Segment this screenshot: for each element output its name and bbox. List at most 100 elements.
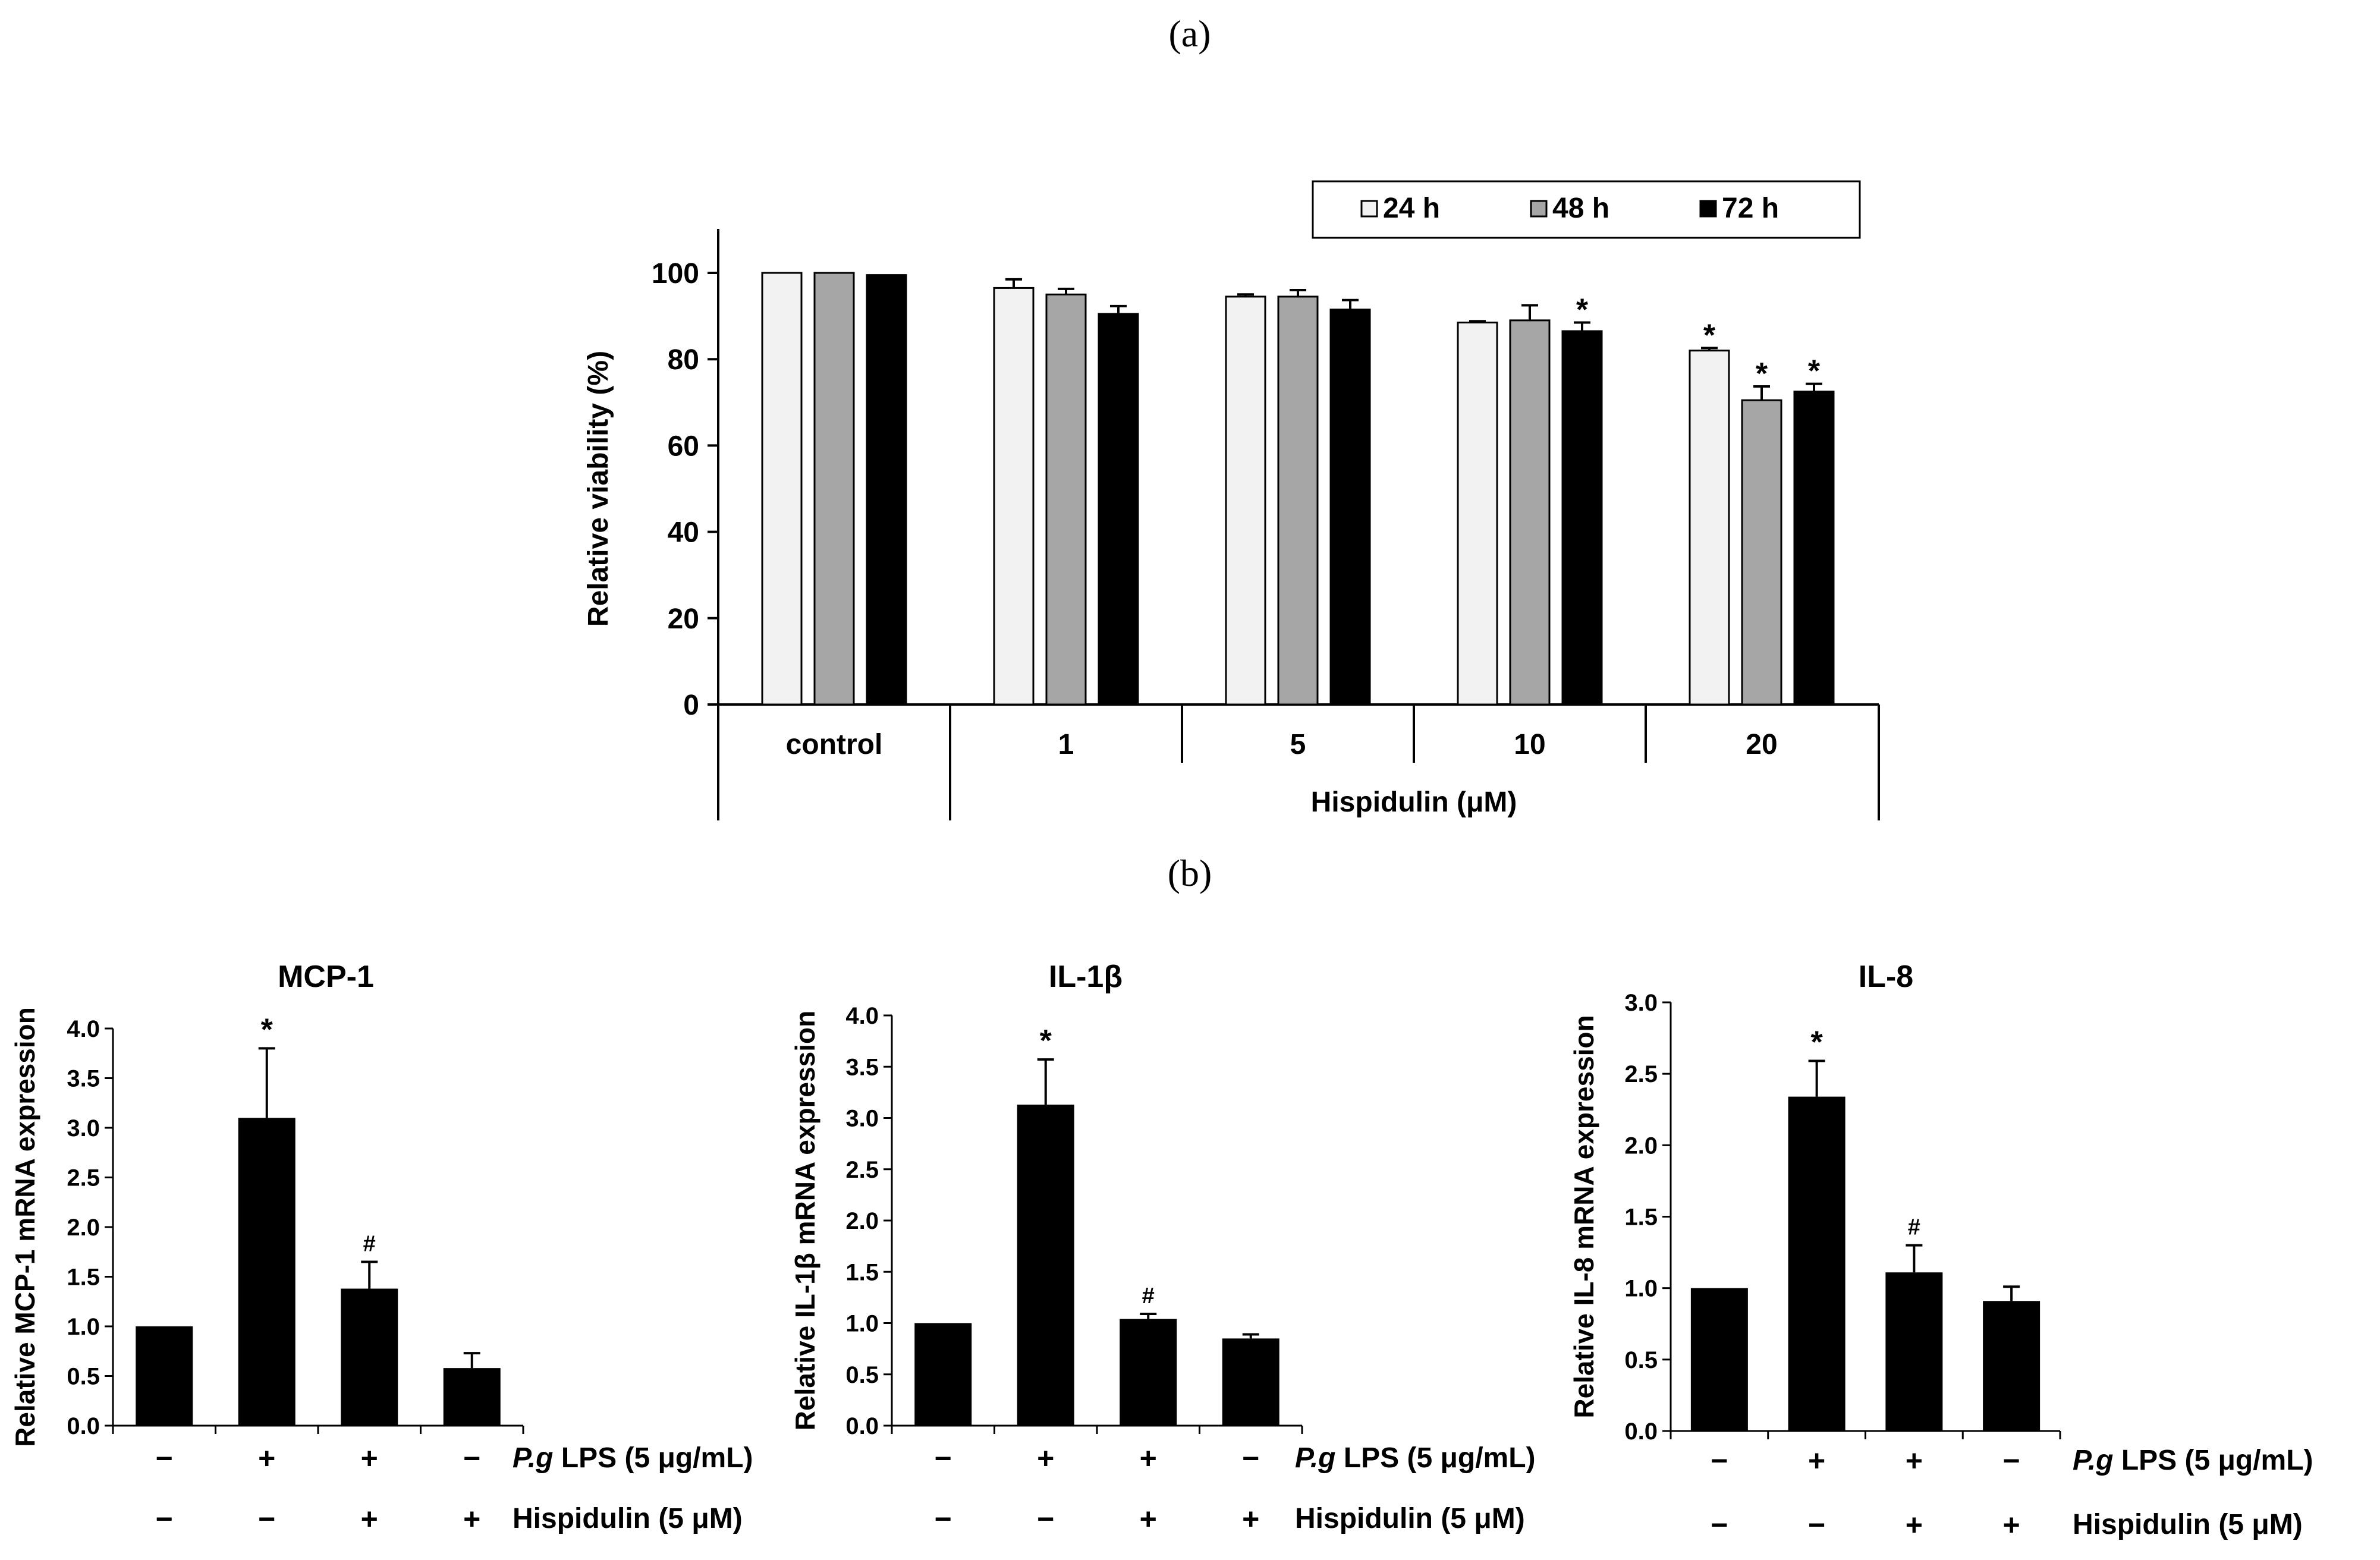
significance-mark: *: [1808, 354, 1821, 389]
legend-label: 48 h: [1552, 193, 1609, 224]
bar-24h: [761, 272, 803, 706]
panel-label-b: (b): [1168, 852, 1212, 894]
significance-mark: #: [363, 1231, 376, 1256]
legend-label: 72 h: [1722, 193, 1779, 224]
treatment-mark: −: [2003, 1444, 2020, 1477]
bar-48h: [813, 272, 855, 706]
y-axis-title: Relative IL-1β mRNA expression: [790, 1011, 820, 1430]
y-tick-label: 1.5: [67, 1265, 100, 1291]
treatment-row-label: Hispidulin (5 μM): [513, 1503, 743, 1534]
il8-chart: IL-8 0.0 0.5 1.0 1.5 2.0 2.5 3.0 Relative IL-8 m…: [1568, 960, 2313, 1542]
y-tick-label: 40: [668, 517, 699, 549]
y-tick-label: 4.0: [67, 1016, 100, 1042]
significance-mark: *: [1703, 318, 1716, 353]
treatment-row-label-text: LPS (5 μg/mL): [2113, 1445, 2313, 1476]
treatment-mark: +: [1906, 1444, 1923, 1477]
treatment-mark: −: [1037, 1502, 1054, 1536]
x-category-label: 1: [1058, 729, 1074, 760]
y-tick-label: 2.0: [67, 1215, 100, 1241]
significance-mark: #: [1908, 1215, 1920, 1240]
treatment-mark: −: [1711, 1508, 1728, 1542]
bar-72h: [866, 274, 907, 706]
significance-mark: *: [1756, 357, 1768, 391]
y-tick-label: 0.5: [67, 1364, 100, 1390]
y-tick-label: 0.0: [67, 1413, 100, 1439]
bar-48h: [1509, 319, 1551, 706]
bar-72h: [1329, 309, 1371, 706]
y-tick-label: 0.5: [1624, 1347, 1658, 1373]
treatment-row-label: P.g LPS (5 μg/mL): [513, 1442, 753, 1474]
legend-swatch-72h: [1699, 200, 1717, 218]
treatment-row-label-text: LPS (5 μg/mL): [1335, 1442, 1535, 1474]
y-tick-label: 3.5: [845, 1054, 879, 1080]
treatment-mark: +: [1037, 1442, 1054, 1475]
x-category-label: 10: [1514, 729, 1545, 760]
bar: [1120, 1319, 1177, 1426]
significance-mark: *: [1576, 292, 1589, 327]
legend-label: 24 h: [1383, 193, 1440, 224]
y-tick-label: 3.0: [67, 1115, 100, 1141]
bar-72h: [1098, 313, 1139, 706]
treatment-mark: −: [1242, 1442, 1259, 1475]
significance-mark: *: [1811, 1026, 1823, 1060]
treatment-row-label: P.g LPS (5 μg/mL): [2073, 1445, 2313, 1476]
y-tick-label: 0.5: [845, 1362, 879, 1388]
x-axis-title: Hispidulin (μM): [1311, 787, 1517, 818]
bar: [914, 1323, 972, 1426]
treatment-mark: −: [258, 1502, 275, 1536]
treatment-mark: +: [361, 1442, 378, 1475]
treatment-mark: −: [156, 1442, 173, 1475]
bar-72h: [1793, 391, 1835, 706]
treatment-mark: +: [361, 1502, 378, 1536]
mcp1-chart: MCP-1 0.0 0.5 1.0 1.5 2.0 2.5 3.0 3.5 4.0 Relative…: [10, 960, 753, 1536]
y-tick-label: 100: [652, 258, 699, 290]
treatment-row-label-text: LPS (5 μg/mL): [553, 1442, 753, 1474]
legend-swatch-48h: [1530, 200, 1548, 218]
bar: [341, 1288, 398, 1426]
bar-48h: [1277, 295, 1319, 706]
x-category-label: control: [786, 729, 883, 760]
bar-72h: [1561, 330, 1603, 706]
x-category-label: 20: [1746, 729, 1777, 760]
treatment-mark: +: [1140, 1442, 1157, 1475]
treatment-mark: +: [2003, 1508, 2020, 1542]
y-tick-label: 2.5: [1624, 1061, 1658, 1087]
bar-24h: [1457, 321, 1498, 706]
y-tick-label: 4.0: [845, 1003, 879, 1029]
y-tick-label: 60: [668, 430, 699, 462]
y-tick-label: 2.0: [1624, 1133, 1658, 1159]
y-tick-label: 0.0: [1624, 1419, 1658, 1445]
treatment-mark: +: [258, 1442, 275, 1475]
treatment-row-label-text: Hispidulin (5 μM): [513, 1503, 743, 1534]
significance-mark: *: [261, 1012, 273, 1047]
treatment-mark: −: [463, 1442, 480, 1475]
y-axis-title: Relative IL-8 mRNA expression: [1568, 1015, 1599, 1418]
panel-label-a: (a): [1168, 12, 1211, 55]
y-axis-title: Relative viability (%): [583, 351, 614, 627]
treatment-mark: −: [935, 1442, 952, 1475]
y-tick-label: 0.0: [845, 1413, 879, 1439]
bar: [1222, 1338, 1279, 1426]
chart-title: IL-8: [1859, 960, 1913, 994]
y-tick-label: 1.0: [845, 1311, 879, 1337]
y-tick-label: 2.5: [67, 1165, 100, 1191]
y-tick-label: 2.5: [845, 1157, 879, 1183]
y-tick-label: 1.5: [845, 1259, 879, 1285]
legend-swatch-24h: [1360, 200, 1378, 218]
y-tick-label: 2.0: [845, 1208, 879, 1234]
bar: [136, 1326, 193, 1426]
significance-mark: *: [1040, 1024, 1052, 1058]
treatment-row-label-italic: P.g: [513, 1442, 553, 1474]
y-tick-label: 20: [668, 603, 699, 635]
treatment-mark: +: [463, 1502, 480, 1536]
bar-24h: [1689, 350, 1730, 706]
treatment-row-label-italic: P.g: [2073, 1445, 2113, 1476]
y-tick-label: 80: [668, 344, 699, 376]
viability-chart: 0 20 40 60 80 100 Relative viability (%) contro…: [583, 180, 1880, 820]
y-tick-label: 0: [683, 690, 699, 721]
treatment-mark: −: [1808, 1508, 1825, 1542]
bar: [1017, 1105, 1074, 1426]
y-tick-label: 1.5: [1624, 1204, 1658, 1231]
treatment-mark: +: [1242, 1502, 1259, 1536]
